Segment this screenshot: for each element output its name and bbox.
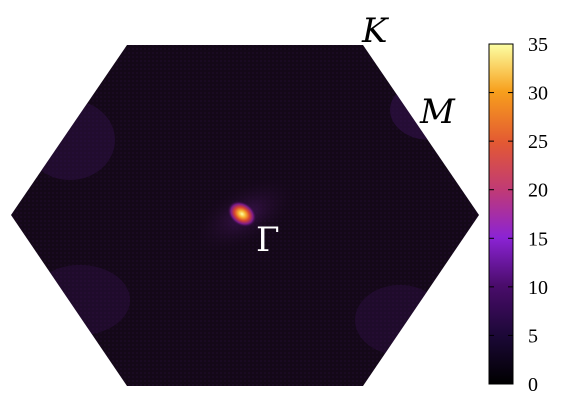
colorbar-tick-label: 5 — [528, 325, 538, 347]
colorbar-tick-label: 15 — [528, 228, 548, 250]
colorbar: 0 5 10 15 20 25 30 35 — [488, 34, 548, 393]
label-k: K — [361, 11, 390, 51]
colorbar-gradient — [488, 43, 514, 385]
label-gamma: Γ — [256, 220, 280, 260]
colorbar-tick-label: 25 — [528, 131, 548, 153]
colorbar-tick-label: 20 — [528, 180, 548, 202]
colorbar-tick-label: 10 — [528, 277, 548, 299]
colorbar-tick-label: 30 — [528, 83, 548, 105]
gamma-peak — [227, 200, 257, 228]
label-m: M — [419, 92, 456, 132]
hexagon-zone — [11, 45, 479, 386]
colorbar-tick-label: 35 — [528, 34, 548, 56]
colorbar-tick-label: 0 — [528, 374, 538, 393]
